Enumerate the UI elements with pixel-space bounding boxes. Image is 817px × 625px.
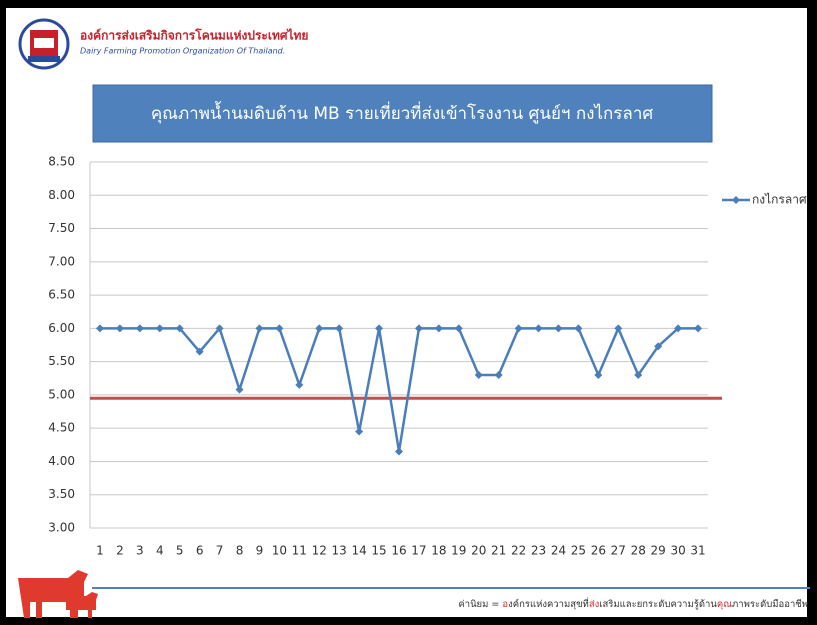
- point-marker: [95, 324, 104, 333]
- x-tick-label: 21: [491, 544, 506, 558]
- point-marker: [694, 324, 703, 333]
- x-tick-label: 30: [670, 544, 685, 558]
- point-marker: [514, 324, 523, 333]
- point-marker: [235, 385, 244, 394]
- x-tick-label: 8: [236, 544, 244, 558]
- x-tick-label: 5: [176, 544, 184, 558]
- legend-marker: [732, 196, 740, 204]
- point-marker: [155, 324, 164, 333]
- point-marker: [654, 342, 663, 351]
- y-tick-label: 7.50: [48, 221, 75, 235]
- cow-icon: [18, 570, 98, 618]
- footer-segment: ค่านิยม =: [458, 599, 502, 610]
- y-tick-label: 5.50: [48, 354, 75, 368]
- y-tick-label: 3.50: [48, 487, 75, 501]
- point-marker: [554, 324, 563, 333]
- y-tick-label: 5.00: [48, 387, 75, 401]
- y-tick-label: 4.00: [48, 454, 75, 468]
- x-tick-label: 9: [256, 544, 264, 558]
- footer-segment: คุณ: [717, 599, 732, 610]
- org-name-en: Dairy Farming Promotion Organization Of …: [80, 47, 285, 56]
- title-box: [92, 84, 713, 143]
- footer-segment: อ: [502, 599, 508, 610]
- y-tick-label: 8.00: [48, 188, 75, 202]
- y-tick-label: 7.00: [48, 254, 75, 268]
- footer-segment: ภาพระดับมืออาชีพ: [732, 598, 808, 610]
- point-marker: [534, 324, 543, 333]
- point-marker: [175, 324, 184, 333]
- footer-segment: เสริมและยกระดับความรู้ด้าน: [599, 599, 717, 610]
- point-marker: [434, 324, 443, 333]
- org-name-th: องค์การส่งเสริมกิจการโคนมแห่งประเทศไทย: [80, 28, 308, 43]
- point-marker: [315, 324, 324, 333]
- x-tick-label: 29: [651, 544, 666, 558]
- x-tick-label: 28: [631, 544, 646, 558]
- point-marker: [255, 324, 264, 333]
- x-tick-label: 23: [531, 544, 546, 558]
- chart-title: คุณภาพน้ำนมดิบด้าน MB รายเที่ยวที่ส่งเข้…: [151, 101, 654, 124]
- x-tick-label: 19: [451, 544, 466, 558]
- legend-label: กงไกรลาศ: [752, 193, 807, 207]
- x-tick-label: 26: [591, 544, 606, 558]
- point-marker: [414, 324, 423, 333]
- y-tick-label: 8.50: [48, 155, 75, 169]
- y-tick-label: 6.00: [48, 321, 75, 335]
- point-marker: [375, 324, 384, 333]
- point-marker: [594, 370, 603, 379]
- x-tick-label: 27: [611, 544, 626, 558]
- x-tick-label: 10: [272, 544, 287, 558]
- x-tick-label: 15: [371, 544, 386, 558]
- x-tick-label: 14: [351, 544, 366, 558]
- point-marker: [454, 324, 463, 333]
- x-tick-label: 6: [196, 544, 204, 558]
- x-tick-label: 13: [332, 544, 347, 558]
- point-marker: [215, 324, 224, 333]
- x-tick-label: 7: [216, 544, 224, 558]
- x-tick-label: 18: [431, 544, 446, 558]
- point-marker: [614, 324, 623, 333]
- point-marker: [634, 370, 643, 379]
- x-tick-label: 20: [471, 544, 486, 558]
- x-tick-label: 4: [156, 544, 164, 558]
- point-marker: [275, 324, 284, 333]
- x-tick-label: 31: [690, 544, 705, 558]
- point-marker: [494, 370, 503, 379]
- y-tick-label: 4.50: [48, 421, 75, 435]
- footer-segment: งค์กรแห่งความสุขที่: [508, 597, 589, 610]
- point-marker: [135, 324, 144, 333]
- point-marker: [195, 347, 204, 356]
- x-tick-label: 24: [551, 544, 566, 558]
- x-tick-label: 25: [571, 544, 586, 558]
- x-tick-label: 3: [136, 544, 144, 558]
- footer-segment: ส่ง: [589, 599, 599, 610]
- point-marker: [395, 447, 403, 456]
- point-marker: [115, 324, 124, 333]
- point-marker: [355, 427, 364, 436]
- footer-text: ค่านิยม = องค์กรแห่งความสุขที่ส่งเสริมแล…: [458, 597, 808, 610]
- x-tick-label: 22: [511, 544, 526, 558]
- x-tick-label: 12: [312, 544, 327, 558]
- y-tick-label: 6.50: [48, 288, 75, 302]
- logo: [18, 18, 70, 70]
- point-marker: [574, 324, 583, 333]
- x-tick-label: 17: [411, 544, 426, 558]
- x-tick-label: 11: [292, 544, 307, 558]
- x-tick-label: 2: [116, 544, 124, 558]
- y-tick-label: 3.00: [48, 521, 75, 535]
- point-marker: [474, 370, 483, 379]
- x-tick-label: 16: [391, 544, 406, 558]
- point-marker: [674, 324, 683, 333]
- point-marker: [295, 380, 304, 389]
- x-tick-label: 1: [96, 544, 104, 558]
- point-marker: [335, 324, 344, 333]
